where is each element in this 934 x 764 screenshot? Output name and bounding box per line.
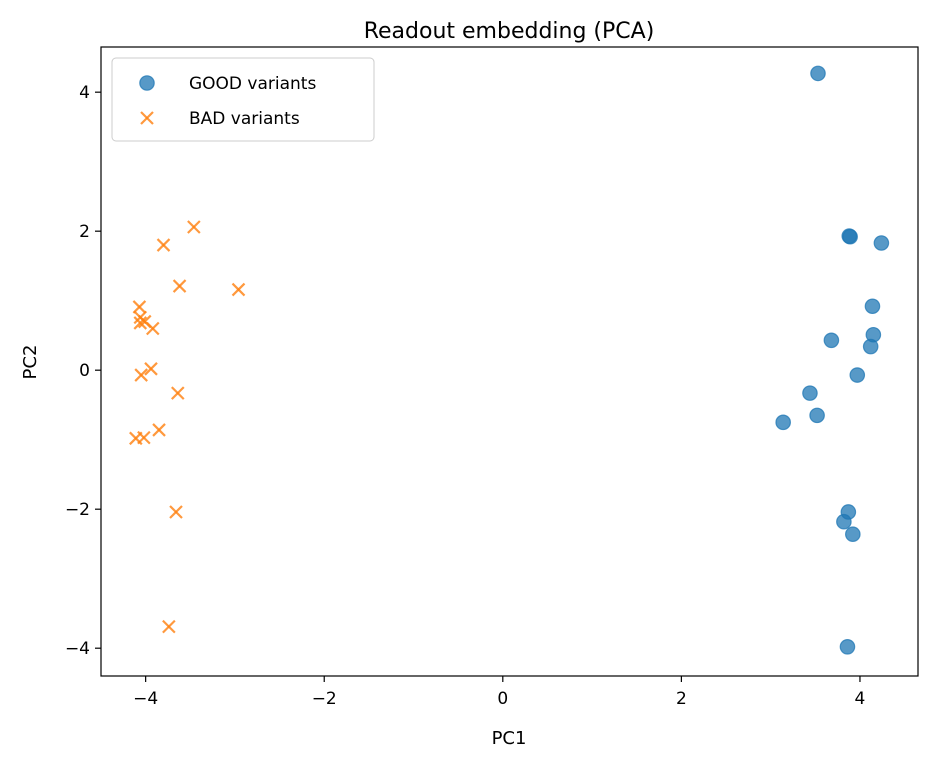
good-point bbox=[864, 298, 881, 315]
good-point bbox=[873, 235, 890, 251]
chart-title: Readout embedding (PCA) bbox=[364, 19, 655, 44]
bad-point bbox=[133, 316, 148, 330]
legend-item-good: GOOD variants bbox=[139, 74, 316, 94]
good-point bbox=[849, 367, 866, 383]
good-point bbox=[775, 414, 791, 431]
data-marks bbox=[129, 65, 890, 655]
good-point bbox=[823, 332, 840, 349]
bad-point bbox=[156, 238, 171, 252]
plot-area bbox=[100, 46, 919, 677]
bad-point bbox=[187, 220, 201, 234]
bad-point bbox=[231, 282, 246, 297]
bad-point bbox=[146, 321, 160, 336]
bad-point bbox=[152, 423, 166, 437]
good-point bbox=[802, 385, 818, 401]
bad-point bbox=[129, 431, 143, 446]
y-axis-label: PC2 bbox=[20, 345, 41, 380]
good-point bbox=[836, 513, 852, 530]
x-axis-ticks: −4 −2 0 2 4 bbox=[133, 676, 865, 709]
bad-point bbox=[172, 279, 187, 293]
x-tick-label: 2 bbox=[676, 689, 687, 709]
y-tick-label: −2 bbox=[65, 500, 90, 520]
x-axis-label: PC1 bbox=[492, 728, 527, 749]
legend-good-marker bbox=[139, 75, 155, 91]
bad-point bbox=[171, 386, 185, 400]
series-bad bbox=[129, 220, 246, 634]
x-tick-label: −4 bbox=[133, 689, 158, 709]
legend-box bbox=[111, 57, 375, 142]
y-axis-ticks: −4 −2 0 2 4 bbox=[65, 83, 101, 659]
y-tick-label: 2 bbox=[79, 222, 90, 242]
legend: GOOD variants BAD variants bbox=[111, 57, 375, 142]
legend-bad-label: BAD variants bbox=[189, 109, 300, 129]
good-point bbox=[839, 639, 856, 655]
bad-point bbox=[134, 368, 148, 382]
legend-good-label: GOOD variants bbox=[189, 74, 316, 94]
good-point bbox=[810, 65, 826, 82]
good-point bbox=[842, 228, 858, 245]
bad-point bbox=[169, 505, 183, 519]
y-tick-label: 0 bbox=[79, 361, 90, 381]
x-tick-label: 4 bbox=[855, 689, 866, 709]
y-tick-label: −4 bbox=[65, 639, 90, 659]
bad-point bbox=[162, 619, 176, 634]
series-good bbox=[775, 65, 890, 655]
plot-frame bbox=[100, 46, 919, 677]
y-tick-label: 4 bbox=[79, 83, 90, 103]
x-tick-label: −2 bbox=[312, 689, 337, 709]
good-point bbox=[845, 526, 861, 543]
legend-item-bad: BAD variants bbox=[140, 109, 300, 129]
good-point bbox=[862, 338, 879, 355]
bad-point bbox=[144, 362, 158, 376]
x-tick-label: 0 bbox=[497, 689, 508, 709]
good-point bbox=[809, 407, 825, 424]
legend-bad-marker bbox=[140, 111, 154, 125]
